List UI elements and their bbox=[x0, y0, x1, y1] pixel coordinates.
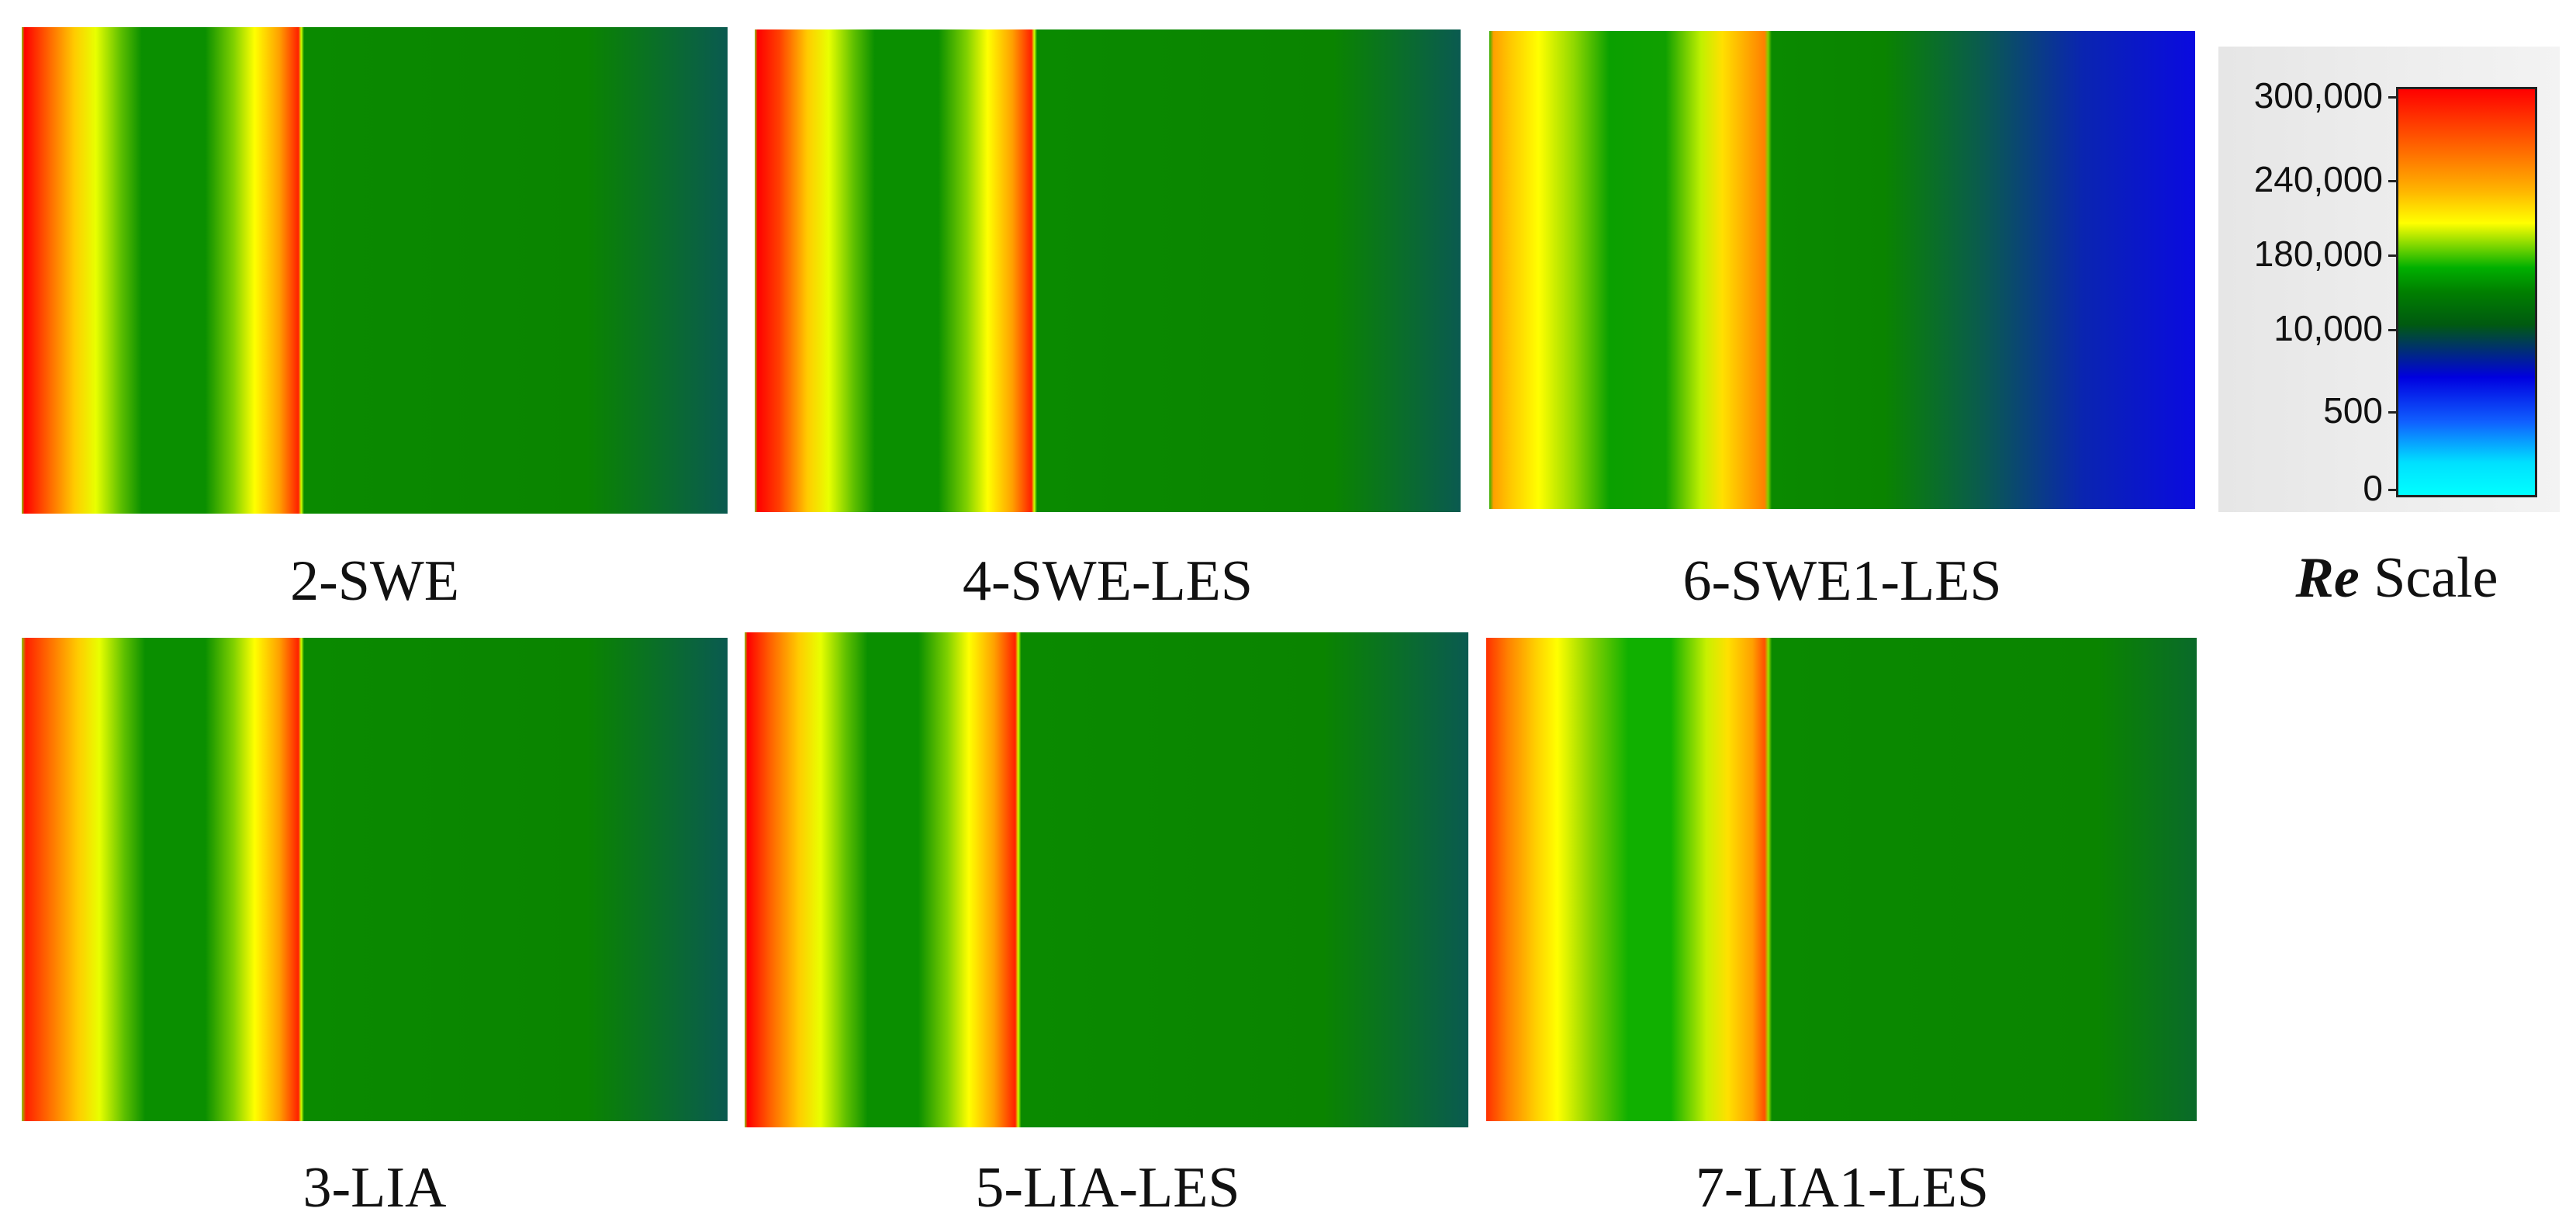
legend-tick-mark bbox=[2388, 96, 2398, 99]
legend-tick-mark bbox=[2388, 329, 2398, 331]
panel-caption: 4-SWE-LES bbox=[962, 549, 1253, 613]
panel-caption: 6-SWE1-LES bbox=[1682, 549, 2002, 613]
panel-caption: 3-LIA bbox=[303, 1156, 447, 1220]
contour-panel-6-swe1-les bbox=[1489, 31, 2195, 509]
legend-tick-mark bbox=[2388, 411, 2398, 414]
legend-tick-label: 240,000 bbox=[2253, 159, 2383, 199]
contour-panel-2-swe bbox=[22, 27, 728, 514]
legend-title: Re Scale bbox=[2234, 549, 2560, 607]
legend-tick-label: 10,000 bbox=[2273, 308, 2383, 348]
legend-tick-mark bbox=[2388, 254, 2398, 257]
legend-tick-label: 300,000 bbox=[2253, 75, 2383, 116]
legend-tick-label: 500 bbox=[2323, 390, 2383, 431]
legend-tick-label: 0 bbox=[2363, 468, 2383, 508]
legend-tick-mark bbox=[2388, 489, 2398, 491]
contour-panel-5-lia-les bbox=[745, 632, 1468, 1127]
legend-tick-label: 180,000 bbox=[2253, 234, 2383, 274]
panel-caption: 2-SWE bbox=[290, 549, 459, 613]
panel-caption: 7-LIA1-LES bbox=[1695, 1156, 1990, 1220]
legend-colorbar bbox=[2396, 87, 2537, 497]
contour-panel-4-swe-les bbox=[755, 29, 1461, 512]
panel-caption: 5-LIA-LES bbox=[975, 1156, 1240, 1220]
legend-tick-mark bbox=[2388, 180, 2398, 182]
contour-panel-7-lia1-les bbox=[1486, 638, 2197, 1121]
legend-title-text: Scale bbox=[2374, 546, 2498, 610]
contour-panel-3-lia bbox=[22, 638, 728, 1121]
legend-symbol: Re bbox=[2295, 546, 2360, 610]
